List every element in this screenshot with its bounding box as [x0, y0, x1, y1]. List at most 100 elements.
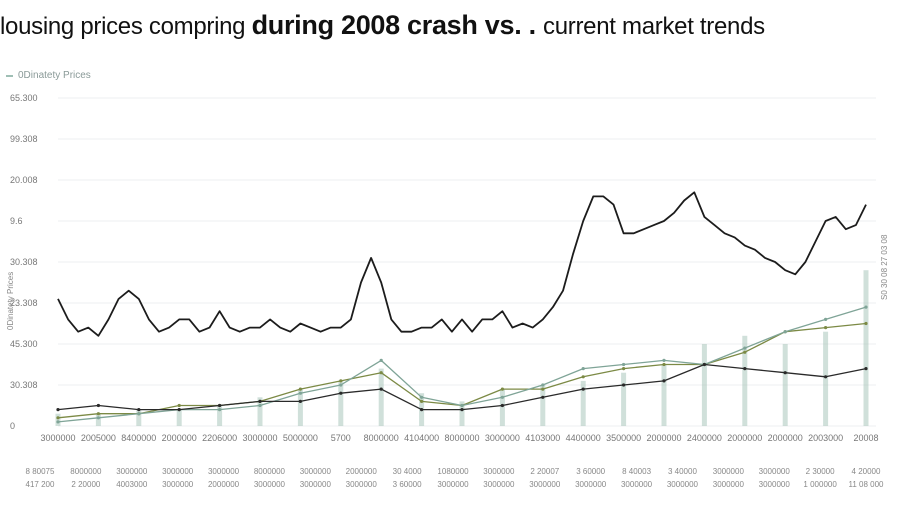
series-point	[56, 408, 60, 412]
footer-label-1: 3000000	[483, 467, 515, 476]
x-tick-label: 5000000	[283, 433, 318, 443]
footer-label-1: 3000000	[116, 467, 148, 476]
volume-bar	[782, 344, 788, 426]
footer-label-2: 3000000	[759, 480, 791, 489]
series-point	[622, 362, 626, 367]
volume-bar	[823, 331, 829, 426]
series-point	[420, 395, 424, 399]
footer-label-2: 2000000	[208, 480, 240, 489]
series-point	[743, 367, 747, 371]
volume-bar	[257, 397, 263, 426]
series-point	[177, 408, 181, 412]
x-tick-label: 20008	[853, 433, 878, 443]
footer-label-2: 3000000	[483, 480, 515, 489]
footer-label-1: 8 40003	[622, 467, 651, 476]
series-point	[298, 391, 302, 395]
footer-label-2: 1 000000	[803, 480, 837, 489]
series-point	[783, 371, 787, 375]
series-point	[500, 387, 504, 391]
x-tick-label: 5700	[331, 433, 351, 443]
footer-label-2: 3 60000	[393, 480, 422, 489]
y-tick-label: 45.300	[10, 339, 38, 349]
footer-label-1: 1080000	[437, 467, 469, 476]
series-point	[339, 383, 343, 387]
series-point	[581, 387, 585, 391]
series-point	[541, 387, 545, 391]
series-point	[460, 408, 464, 412]
series-point	[96, 412, 100, 416]
footer-label-1: 3000000	[162, 467, 194, 476]
x-tick-label: 2000000	[646, 433, 681, 443]
volume-bar	[136, 409, 142, 426]
footer-label-2: 417 200	[26, 480, 55, 489]
footer-label-2: 3000000	[713, 480, 745, 489]
volume-bar	[297, 389, 303, 426]
series-point	[864, 305, 868, 309]
series-point	[783, 330, 787, 334]
x-tick-label: 2400000	[687, 433, 722, 443]
series-point	[824, 326, 828, 330]
y-tick-label: 0	[10, 421, 15, 431]
series-point	[379, 358, 383, 362]
footer-label-1: 8 80075	[26, 467, 55, 476]
y-tick-label: 23.308	[10, 298, 38, 308]
footer-label-1: 3000000	[713, 467, 745, 476]
footer-label-1: 3000000	[759, 467, 791, 476]
footer-label-1: 2 20007	[530, 467, 559, 476]
series-point	[298, 399, 302, 403]
volume-bar	[378, 368, 384, 426]
volume-bar	[742, 335, 748, 426]
series-point	[702, 362, 707, 367]
series-point	[137, 412, 141, 416]
series-point	[379, 371, 383, 375]
series-point	[420, 408, 424, 412]
volume-bar	[176, 409, 182, 426]
footer-label-1: 3 40000	[668, 467, 697, 476]
x-tick-label: 2005000	[81, 433, 116, 443]
series-point	[500, 395, 504, 399]
volume-bar	[55, 413, 61, 426]
footer-label-1: 2000000	[346, 467, 378, 476]
footer-label-1: 4 20000	[852, 467, 881, 476]
series-point	[581, 375, 585, 379]
title-part-1: lousing prices compring	[0, 13, 252, 40]
series-point	[622, 383, 626, 387]
series-point	[56, 416, 60, 420]
footer-label-1: 8000000	[254, 467, 286, 476]
x-tick-label: 4104000	[404, 433, 439, 443]
x-tick-label: 4400000	[566, 433, 601, 443]
footer-label-1: 3000000	[208, 467, 240, 476]
volume-bar	[621, 372, 627, 426]
series-point	[218, 408, 222, 412]
x-tick-label: 3500000	[606, 433, 641, 443]
series-point	[500, 403, 504, 408]
legend-label: 0Dinatety Prices	[18, 70, 91, 81]
x-tick-label: 3000000	[40, 433, 75, 443]
footer-label-1: 30 4000	[393, 467, 422, 476]
volume-bar	[217, 405, 223, 426]
volume-bar	[661, 364, 667, 426]
x-tick-label: 2000000	[727, 433, 762, 443]
y-tick-label: 30.308	[10, 257, 38, 267]
x-tick-label: 2003000	[808, 433, 843, 443]
volume-bar	[540, 385, 546, 426]
volume-bar	[459, 401, 465, 426]
series-point	[581, 367, 585, 371]
volume-bar	[580, 380, 586, 426]
footer-label-2: 3000000	[300, 480, 332, 489]
x-tick-label: 2000000	[162, 433, 197, 443]
volume-bar	[338, 380, 344, 426]
x-tick-label: 2206000	[202, 433, 237, 443]
legend-swatch	[6, 74, 13, 77]
chart-title: lousing prices compring during 2008 cras…	[0, 10, 900, 41]
left-axis-label: 0Dinatety Prices	[6, 272, 15, 330]
series-point	[96, 403, 100, 408]
series-point	[420, 399, 424, 403]
footer-label-2: 4003000	[116, 480, 148, 489]
footer-label-2: 11 08 000	[849, 480, 885, 489]
series-point	[96, 416, 100, 420]
title-part-3: crash vs. .	[399, 10, 544, 40]
series-point	[743, 350, 747, 354]
footer-label-2: 3000000	[254, 480, 286, 489]
